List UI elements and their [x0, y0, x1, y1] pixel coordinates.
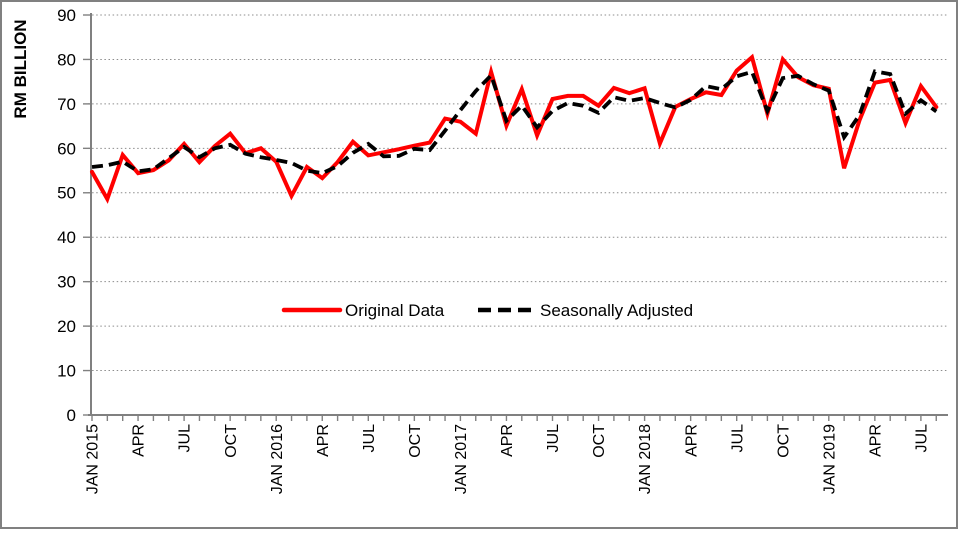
x-axis-ticks [91, 415, 937, 421]
series-lines [90, 53, 939, 204]
x-tick-label: APR [683, 424, 700, 457]
x-tick-label: JUL [914, 424, 931, 453]
legend-original-label: Original Data [345, 301, 445, 320]
x-tick-label: JUL [361, 424, 378, 453]
x-tick-label: JUL [177, 424, 194, 453]
y-tick-label: 60 [57, 139, 76, 158]
x-tick-label: APR [315, 424, 332, 457]
x-tick-label: OCT [223, 424, 240, 458]
y-tick-label: 40 [57, 228, 76, 247]
seasonally-adjusted-line [91, 69, 938, 176]
x-tick-label: JAN 2017 [453, 424, 470, 494]
original-data-line [90, 53, 939, 204]
legend-adjusted-label: Seasonally Adjusted [540, 301, 693, 320]
x-tick-label: JAN 2015 [85, 424, 102, 494]
x-tick-label: APR [499, 424, 516, 457]
y-tick-label: 0 [67, 406, 76, 425]
x-tick-label: OCT [591, 424, 608, 458]
x-tick-label: APR [131, 424, 148, 457]
y-tick-label: 80 [57, 50, 76, 69]
y-axis-title: RM BILLION [11, 19, 30, 118]
y-tick-label: 70 [57, 95, 76, 114]
x-tick-label: JAN 2016 [269, 424, 286, 494]
y-tick-label: 20 [57, 317, 76, 336]
x-tick-label: OCT [407, 424, 424, 458]
y-tick-label: 30 [57, 273, 76, 292]
x-tick-label: OCT [775, 424, 792, 458]
x-tick-label: JUL [545, 424, 562, 453]
x-tick-label: JUL [729, 424, 746, 453]
y-axis-labels: 0 10 20 30 40 50 60 70 80 90 [57, 6, 76, 425]
x-tick-label: JAN 2018 [637, 424, 654, 494]
x-axis-labels: JAN 2015 APR JUL OCT JAN 2016 APR JUL OCT JAN 20… [85, 424, 931, 494]
y-tick-label: 50 [57, 184, 76, 203]
y-axis-ticks [83, 14, 91, 416]
y-tick-label: 90 [57, 6, 76, 25]
y-tick-label: 10 [57, 362, 76, 381]
legend: Original Data Seasonally Adjusted [281, 301, 693, 320]
x-tick-label: APR [867, 424, 884, 457]
x-tick-label: JAN 2019 [821, 424, 838, 494]
axes [88, 13, 948, 416]
